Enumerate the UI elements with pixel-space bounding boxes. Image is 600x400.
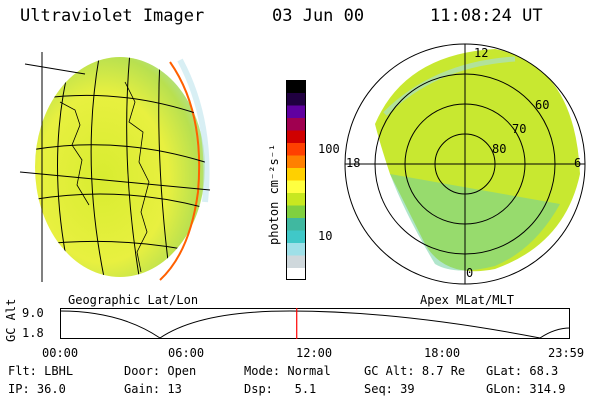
info-door: Door: Open <box>124 364 197 378</box>
colorbar-tick-100: 100 <box>318 142 340 156</box>
colorbar-band <box>286 117 306 131</box>
timeline-xtick-1800: 18:00 <box>424 346 461 360</box>
timeline-ytick-high: 9.0 <box>22 306 44 320</box>
colorbar-band <box>286 167 306 181</box>
geographic-image <box>19 52 211 282</box>
polar-plot <box>344 43 586 285</box>
info-glat: GLat: 68.3 <box>486 364 559 378</box>
colorbar-band <box>286 142 306 156</box>
instrument-title: Ultraviolet Imager <box>20 6 205 26</box>
mlt-6-label: 6 <box>574 156 582 170</box>
mlat-70-label: 70 <box>512 122 527 136</box>
colorbar-band <box>286 180 306 193</box>
colorbar-band <box>286 230 306 243</box>
timeline-xtick-1200: 12:00 <box>296 346 333 360</box>
colorbar-tick-10: 10 <box>318 229 333 243</box>
colorbar-band <box>286 192 306 206</box>
colorbar <box>286 80 306 281</box>
colorbar-unit-label: photon cm⁻²s⁻¹ <box>267 143 281 245</box>
info-ip: IP: 36.0 <box>8 382 66 396</box>
colorbar-border <box>286 80 306 280</box>
timeline-plot <box>59 308 571 339</box>
info-gain: Gain: 13 <box>124 382 182 396</box>
colorbar-band <box>286 242 306 256</box>
colorbar-band <box>286 205 306 218</box>
colorbar-band <box>286 155 306 168</box>
info-gc-alt: GC Alt: 8.7 Re <box>364 364 466 378</box>
timeline-xtick-2359: 23:59 <box>548 346 585 360</box>
colorbar-band <box>286 80 306 93</box>
info-flt: Flt: LBHL <box>8 364 74 378</box>
polar-caption: Apex MLat/MLT <box>420 293 514 307</box>
info-glon: GLon: 314.9 <box>486 382 566 396</box>
timeline-xtick-0000: 00:00 <box>42 346 79 360</box>
mlt-0-label: 0 <box>466 266 474 280</box>
colorbar-band <box>286 130 306 143</box>
geographic-caption: Geographic Lat/Lon <box>68 293 199 307</box>
info-dsp: Dsp: 5.1 <box>244 382 317 396</box>
date-label: 03 Jun 00 <box>272 6 365 26</box>
time-label: 11:08:24 UT <box>430 6 543 26</box>
mlat-80-label: 80 <box>492 142 507 156</box>
timeline-axis-label: GC Alt <box>4 298 18 342</box>
mlt-12-label: 12 <box>474 46 489 60</box>
colorbar-band <box>286 217 306 231</box>
info-seq: Seq: 39 <box>364 382 415 396</box>
timeline-xtick-0600: 06:00 <box>168 346 205 360</box>
timeline-ytick-low: 1.8 <box>22 326 44 340</box>
mlt-18-label: 18 <box>346 156 361 170</box>
info-mode: Mode: Normal <box>244 364 331 378</box>
colorbar-band <box>286 255 306 268</box>
mlat-60-label: 60 <box>535 98 550 112</box>
colorbar-band <box>286 92 306 106</box>
colorbar-band <box>286 267 306 281</box>
colorbar-band <box>286 105 306 118</box>
